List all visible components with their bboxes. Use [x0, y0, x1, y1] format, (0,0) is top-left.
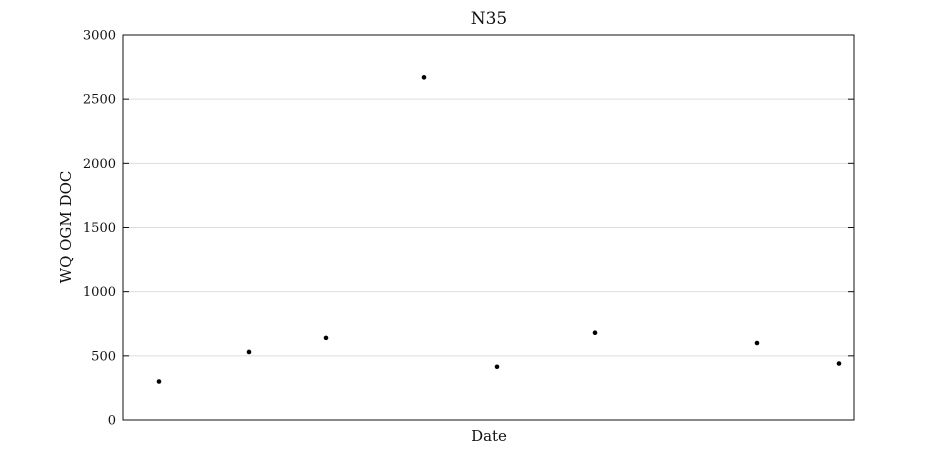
data-points: [156, 75, 842, 384]
grid-lines: [123, 98, 854, 357]
y-tick-label: 500: [91, 349, 116, 364]
y-axis-label: WQ OGM DOC: [57, 171, 75, 284]
data-point: [754, 340, 760, 346]
y-tick-label: 3000: [83, 29, 116, 44]
data-point: [836, 361, 842, 366]
data-point: [592, 330, 598, 336]
y-tick-label: 2000: [83, 157, 116, 172]
y-axis-ticks: 0 500 1000 1500 2000 2500 3000: [83, 29, 854, 429]
data-point: [323, 335, 329, 341]
y-tick-label: 0: [108, 414, 116, 429]
data-point: [494, 364, 500, 370]
y-tick-label: 2500: [83, 93, 116, 108]
data-point: [156, 379, 162, 384]
x-axis-label: Date: [471, 427, 507, 445]
data-point: [246, 349, 252, 355]
y-tick-label: 1000: [83, 285, 116, 300]
chart-title: N35: [471, 9, 508, 29]
y-tick-label: 1500: [83, 221, 116, 236]
data-point: [421, 75, 427, 80]
